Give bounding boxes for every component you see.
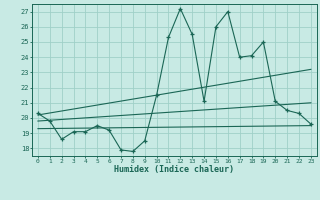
X-axis label: Humidex (Indice chaleur): Humidex (Indice chaleur) bbox=[115, 165, 234, 174]
